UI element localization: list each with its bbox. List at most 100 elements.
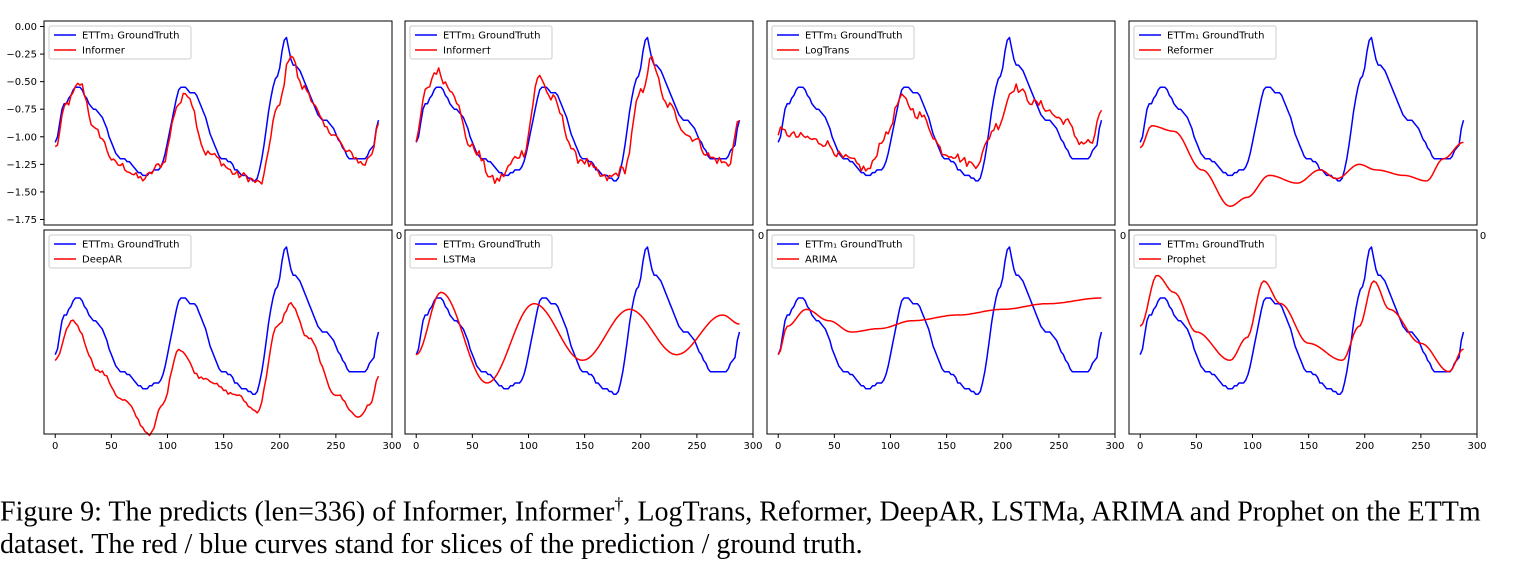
legend: ETTm₁ GroundTruth DeepAR — [48, 234, 192, 269]
legend-entry: ETTm₁ GroundTruth — [1167, 240, 1264, 251]
axes-frame — [1128, 20, 1478, 226]
legend-entry: ETTm₁ GroundTruth — [443, 31, 540, 42]
x-tick-label: 300 — [743, 441, 762, 452]
legend: ETTm₁ GroundTruth ARIMA — [771, 234, 915, 269]
legend-entry: LogTrans — [805, 46, 849, 57]
chart-panel-5: 0 50 100 150 200 250 300 ETTm₁ GroundTruth DeepA… — [43, 229, 402, 452]
caption-text-2: , LogTrans, Reformer, DeepAR, LSTMa, ARI… — [0, 496, 1481, 561]
x-tick-label: 200 — [1355, 441, 1374, 452]
legend-entry: Reformer — [1167, 46, 1214, 57]
x-tick-label: 200 — [270, 441, 289, 452]
ground-truth-line — [415, 246, 741, 396]
x-tick-label: 250 — [687, 441, 706, 452]
y-tick-label: −0.50 — [6, 77, 37, 88]
x-tick-label: 0 — [758, 231, 764, 242]
x-tick-label: 200 — [631, 441, 650, 452]
chart-panel-7: 0 50 100 150 200 250 300 ETTm₁ GroundTruth ARIMA — [766, 229, 1125, 452]
legend-box — [771, 234, 915, 269]
x-tick-label: 50 — [1190, 441, 1203, 452]
x-tick-label: 150 — [575, 441, 594, 452]
legend-box — [771, 25, 915, 60]
prediction-line — [777, 297, 1102, 356]
x-tick-label: 300 — [1105, 441, 1124, 452]
legend-entry: ETTm₁ GroundTruth — [82, 240, 179, 251]
axes-frame — [1128, 229, 1478, 435]
figure-caption: Figure 9: The predicts (len=336) of Info… — [0, 488, 1512, 561]
prediction-line — [1139, 125, 1464, 208]
prediction-line — [1139, 274, 1464, 373]
legend: ETTm₁ GroundTruth Informer† — [409, 25, 553, 60]
legend-entry: ETTm₁ GroundTruth — [1167, 31, 1264, 42]
ground-truth-line — [54, 246, 380, 396]
legend: ETTm₁ GroundTruth Prophet — [1133, 234, 1277, 269]
x-tick-label: 300 — [1467, 441, 1486, 452]
x-tick-label: 150 — [214, 441, 233, 452]
ground-truth-line — [54, 36, 380, 182]
legend: ETTm₁ GroundTruth Informer — [48, 25, 192, 60]
chart-panel-2: ETTm₁ GroundTruth Informer† — [404, 20, 754, 226]
x-tick-label: 0 — [1480, 231, 1486, 242]
axes-frame — [404, 20, 754, 226]
x-tick-label: 0 — [1120, 231, 1126, 242]
legend-entry: DeepAR — [82, 255, 122, 266]
chart-panel-1: 0.00 −0.25 −0.50 −0.75 −1.00 −1.25 −1.50 −1.75 E… — [6, 20, 393, 226]
legend-box — [409, 25, 553, 60]
ground-truth-line — [777, 246, 1103, 396]
x-tick-label: 0 — [52, 441, 58, 452]
axes-frame — [766, 229, 1116, 435]
chart-panel-8: 0 50 100 150 200 250 300 ETTm₁ GroundTruth Proph… — [1128, 229, 1487, 452]
legend-entry: ETTm₁ GroundTruth — [82, 31, 179, 42]
legend-box — [48, 234, 192, 269]
legend-entry: Prophet — [1167, 255, 1206, 266]
axes-frame — [766, 20, 1116, 226]
prediction-line — [777, 83, 1103, 172]
figure-grid: 0.00 −0.25 −0.50 −0.75 −1.00 −1.25 −1.50 −1.75 E… — [6, 20, 1487, 452]
x-tick-label: 150 — [1299, 441, 1318, 452]
ground-truth-line — [777, 36, 1103, 182]
legend-entry: ETTm₁ GroundTruth — [443, 240, 540, 251]
x-tick-label: 0 — [775, 441, 781, 452]
x-tick-label: 0 — [1137, 441, 1143, 452]
legend-entry: LSTMa — [443, 255, 476, 266]
x-tick-label: 0 — [413, 441, 419, 452]
prediction-line — [54, 301, 380, 437]
y-tick-label: 0.00 — [15, 22, 37, 33]
legend-entry: ETTm₁ GroundTruth — [805, 31, 902, 42]
y-tick-label: −1.75 — [6, 215, 37, 226]
y-tick-label: −0.75 — [6, 105, 37, 116]
y-tick-label: −1.25 — [6, 160, 37, 171]
legend: ETTm₁ GroundTruth Reformer — [1133, 25, 1277, 60]
ground-truth-line — [1139, 36, 1465, 182]
ground-truth-line — [415, 36, 741, 182]
caption-text-1: The predicts (len=336) of Informer, Info… — [108, 496, 615, 528]
x-tick-label: 250 — [326, 441, 345, 452]
legend-box — [48, 25, 192, 60]
x-tick-label: 250 — [1411, 441, 1430, 452]
axes-frame — [404, 229, 754, 435]
x-tick-label: 50 — [466, 441, 479, 452]
legend-entry: Informer — [82, 46, 126, 57]
caption-dagger: † — [614, 494, 624, 514]
x-tick-label: 100 — [158, 441, 177, 452]
ground-truth-line — [1139, 246, 1465, 396]
x-tick-label: 0 — [396, 231, 402, 242]
x-tick-label: 100 — [881, 441, 900, 452]
y-tick-label: −0.25 — [6, 50, 37, 61]
chart-panel-6: 0 50 100 150 200 250 300 ETTm₁ GroundTruth LSTMa — [404, 229, 763, 452]
prediction-line — [415, 55, 740, 185]
caption-label: Figure 9: — [0, 496, 102, 528]
prediction-line — [415, 291, 740, 384]
axes-frame — [43, 20, 393, 226]
x-tick-label: 300 — [382, 441, 401, 452]
x-tick-label: 150 — [937, 441, 956, 452]
axes-frame — [43, 229, 393, 435]
y-tick-label: −1.00 — [6, 132, 37, 143]
legend-entry: Informer† — [443, 46, 491, 57]
chart-panel-3: ETTm₁ GroundTruth LogTrans — [766, 20, 1116, 226]
x-tick-label: 50 — [105, 441, 118, 452]
legend-entry: ETTm₁ GroundTruth — [805, 240, 902, 251]
x-tick-label: 100 — [1243, 441, 1262, 452]
legend: ETTm₁ GroundTruth LSTMa — [409, 234, 553, 269]
legend-box — [409, 234, 553, 269]
x-tick-label: 50 — [828, 441, 841, 452]
